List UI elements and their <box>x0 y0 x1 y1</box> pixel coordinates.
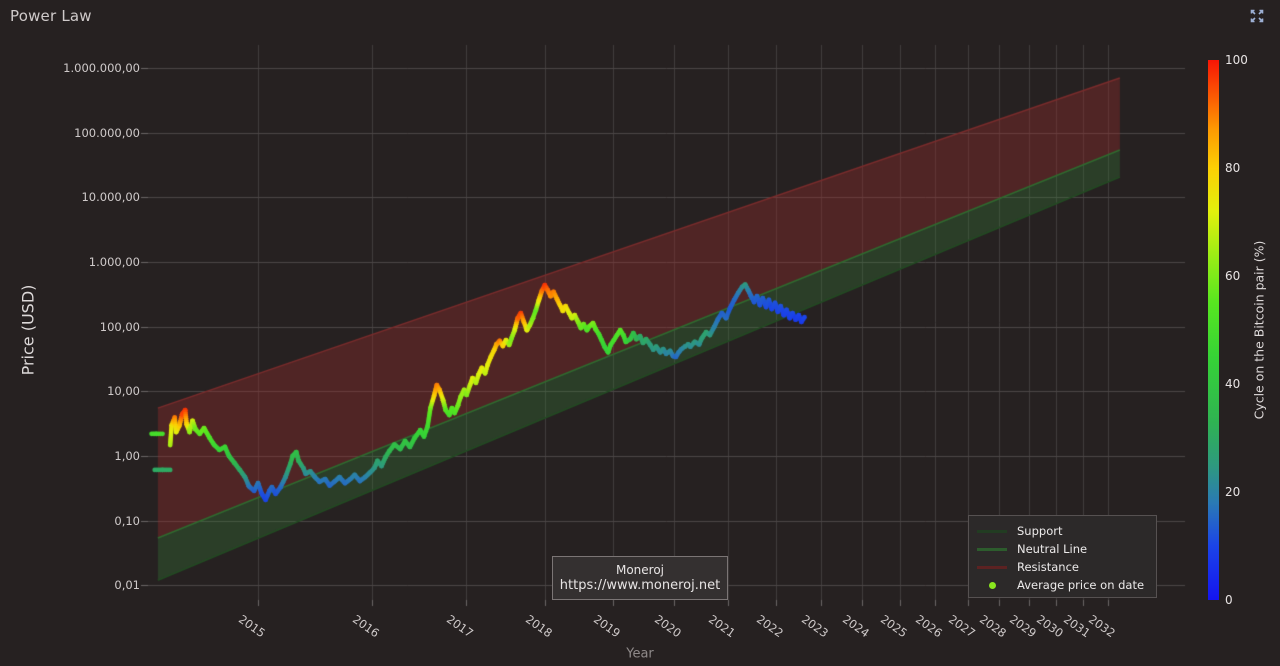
legend: Support Neutral Line Resistance Average pri… <box>968 515 1157 598</box>
watermark-title: Moneroj <box>615 562 665 577</box>
legend-item: Support <box>977 522 1148 540</box>
legend-line-swatch <box>977 565 1007 569</box>
colorbar-tick-label: 80 <box>1225 161 1241 175</box>
swatch-shape <box>988 581 996 589</box>
colorbar-label: Cycle on the Bitcoin pair (%) <box>1251 240 1267 420</box>
x-axis-label: Year <box>626 646 654 662</box>
y-tick-label: 0,01 <box>114 578 140 593</box>
y-tick-label: 0,10 <box>114 513 140 528</box>
expand-icon <box>1250 9 1264 23</box>
panel-title: Power Law <box>10 7 92 25</box>
y-tick-label: 100,00 <box>99 319 140 334</box>
legend-item: Neutral Line <box>977 540 1148 558</box>
y-tick-label: 10.000,00 <box>81 190 140 205</box>
swatch-shape <box>977 547 1007 551</box>
colorbar-tick-label: 60 <box>1225 269 1241 283</box>
colorbar <box>1208 60 1219 600</box>
legend-item: Average price on date <box>977 576 1148 594</box>
y-tick-label: 10,00 <box>107 384 140 399</box>
legend-item-label: Average price on date <box>1017 578 1145 592</box>
colorbar-tick-label: 40 <box>1225 377 1241 391</box>
y-tick-label: 1.000.000,00 <box>63 60 140 75</box>
expand-button[interactable] <box>1248 7 1266 25</box>
legend-item-label: Support <box>1017 524 1063 538</box>
legend-line-swatch <box>977 529 1007 533</box>
y-tick-label: 1.000,00 <box>88 254 140 269</box>
legend-item-label: Neutral Line <box>1017 542 1088 556</box>
colorbar-tick-label: 0 <box>1225 593 1233 607</box>
legend-dot-swatch <box>977 581 1007 589</box>
colorbar-tick-label: 100 <box>1225 53 1248 67</box>
watermark: Moneroj https://www.moneroj.net <box>552 556 728 600</box>
legend-line-swatch <box>977 547 1007 551</box>
legend-item: Resistance <box>977 558 1148 576</box>
swatch-shape <box>977 529 1007 533</box>
legend-item-label: Resistance <box>1017 560 1079 574</box>
y-tick-label: 100.000,00 <box>74 125 140 140</box>
colorbar-tick-label: 20 <box>1225 485 1241 499</box>
y-tick-label: 1,00 <box>114 449 140 463</box>
swatch-shape <box>977 565 1007 569</box>
watermark-url: https://www.moneroj.net <box>559 577 721 593</box>
